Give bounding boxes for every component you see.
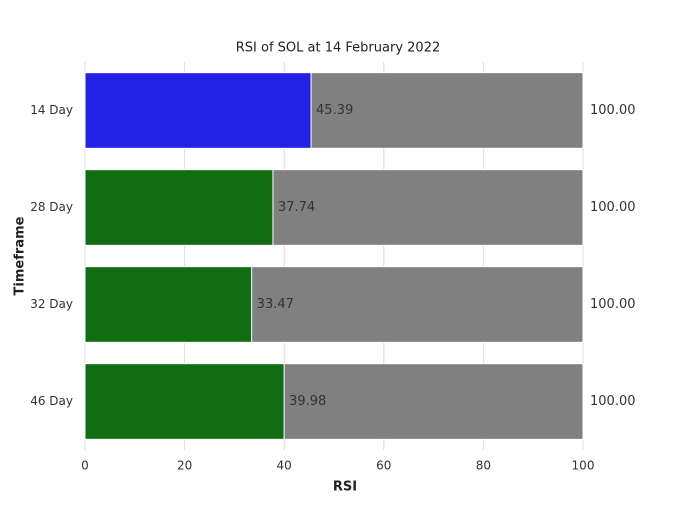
value-label: 100.00 — [590, 297, 636, 312]
x-axis-label: RSI — [333, 480, 357, 495]
y-tick-label: 32 Day — [30, 297, 73, 311]
y-tick-label: 46 Day — [30, 394, 73, 408]
value-label: 45.39 — [316, 103, 353, 118]
value-label: 100.00 — [590, 200, 636, 215]
value-label: 39.98 — [289, 394, 326, 409]
bar — [84, 169, 274, 246]
x-tick-label: 0 — [81, 459, 89, 473]
x-tick-label: 40 — [277, 459, 292, 473]
y-axis-label: Timeframe — [13, 216, 28, 295]
bar — [84, 363, 285, 440]
y-tick-label: 14 Day — [30, 103, 73, 117]
chart-title: RSI of SOL at 14 February 2022 — [236, 41, 440, 56]
x-tick-label: 80 — [476, 459, 491, 473]
y-tick-label: 28 Day — [30, 200, 73, 214]
x-tick-label: 60 — [376, 459, 391, 473]
x-tick-label: 100 — [572, 459, 595, 473]
bar — [84, 266, 253, 343]
bar — [84, 72, 312, 149]
value-label: 100.00 — [590, 394, 636, 409]
x-tick-label: 20 — [177, 459, 192, 473]
value-label: 100.00 — [590, 103, 636, 118]
value-label: 33.47 — [257, 297, 294, 312]
value-label: 37.74 — [278, 200, 315, 215]
